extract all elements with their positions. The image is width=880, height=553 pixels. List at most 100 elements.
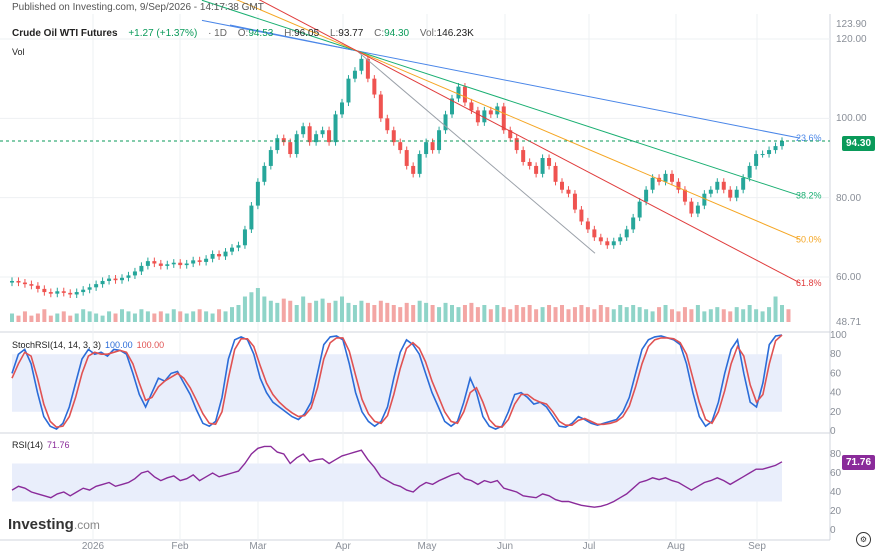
rsi-tick-label: 40 (830, 487, 842, 498)
change-value: +1.27 (+1.37%) (128, 28, 198, 39)
candle-body (540, 158, 545, 174)
volume-bar (42, 309, 47, 322)
candle-body (566, 189, 571, 194)
volume-bar (55, 313, 60, 322)
candle-body (74, 292, 79, 295)
low-value: 93.77 (338, 28, 364, 39)
time-tick-label: 2026 (82, 541, 105, 552)
vol-value: 146.23K (436, 28, 474, 39)
volume-bar (670, 309, 674, 322)
candle-body (514, 138, 519, 151)
candle-body (365, 58, 370, 79)
low-label: L: (329, 28, 339, 39)
volume-bar (217, 309, 222, 322)
volume-bar (378, 300, 383, 322)
candle-body (734, 189, 739, 198)
volume-bar (281, 298, 286, 322)
stoch-pane-label: StochRSI(14, 14, 3, 3) 100.00 100.00 (12, 340, 164, 350)
fib-fan-line (356, 50, 801, 197)
candle-body (424, 142, 429, 155)
volume-bar (230, 307, 234, 322)
candle-body (592, 229, 597, 238)
candle-body (262, 165, 267, 182)
candle-body (501, 106, 506, 131)
volume-bar (178, 311, 183, 322)
rsi-tag: 71.76 (842, 455, 876, 470)
candle-body (307, 126, 312, 143)
volume-bar (242, 296, 247, 322)
investing-logo: Investing.com (8, 516, 100, 533)
volume-bar (443, 302, 448, 322)
volume-bar (398, 307, 403, 322)
volume-bar (132, 313, 137, 322)
candle-body (55, 291, 60, 294)
candle-body (430, 142, 435, 151)
volume-bar (760, 311, 765, 322)
rsi-tick-label: 20 (830, 506, 842, 517)
stoch-tick-label: 0 (830, 426, 836, 437)
fib-fan-label: 23.6% (796, 133, 822, 143)
candle-body (352, 70, 357, 79)
stoch-tick-label: 40 (830, 388, 842, 399)
volume-bar (152, 313, 157, 322)
volume-bar (682, 307, 687, 322)
time-tick-label: May (418, 541, 437, 552)
candle-body (120, 277, 124, 281)
rsi-band (12, 463, 782, 502)
volume-bar (74, 313, 79, 322)
fib-fan-backline (258, 0, 358, 52)
volume-bar (359, 300, 364, 322)
volume-bar (747, 305, 752, 322)
candle-body (217, 253, 222, 257)
settings-icon[interactable]: ⚙ (856, 532, 871, 547)
volume-bar (372, 305, 377, 322)
volume-bar (184, 313, 189, 322)
candle-body (670, 173, 674, 182)
volume-bar (10, 313, 14, 322)
price-tick-label: 100.00 (836, 113, 867, 124)
candle-body (579, 209, 584, 222)
candle-body (469, 102, 474, 111)
volume-bar (139, 309, 144, 322)
candle-body (152, 261, 157, 264)
volume-bar (786, 309, 791, 322)
rsi-tick-label: 60 (830, 468, 842, 479)
time-tick-label: Mar (249, 541, 267, 552)
volume-bar (333, 300, 338, 322)
fib-fan-line (356, 50, 801, 139)
volume-bar (514, 305, 519, 322)
volume-bar (527, 305, 532, 322)
candle-body (637, 201, 642, 218)
volume-bar (450, 305, 454, 322)
volume-bar (585, 307, 590, 322)
candle-body (611, 241, 616, 246)
candle-body (708, 189, 713, 194)
candle-body (333, 114, 338, 143)
volume-bar (482, 305, 487, 322)
fib-fan-label: 38.2% (796, 191, 822, 201)
volume-bar (767, 307, 772, 322)
volume-bar (728, 311, 733, 322)
price-tick-label: 48.71 (836, 317, 861, 328)
fib-fan-backline (236, 0, 358, 52)
stoch-d-value: 100.00 (136, 340, 165, 350)
candle-body (288, 142, 293, 155)
volume-bar (158, 311, 163, 322)
volume-bar (475, 307, 480, 322)
candle-body (462, 86, 467, 103)
volume-bar (560, 305, 564, 322)
volume-bar (553, 307, 558, 322)
price-tick-label: 120.00 (836, 34, 867, 45)
candle-body (385, 118, 390, 131)
stoch-tick-label: 100 (830, 330, 847, 341)
volume-bar (676, 311, 681, 322)
volume-bar (61, 311, 66, 322)
candle-body (236, 245, 241, 248)
volume-bar (695, 305, 700, 322)
volume-bar (404, 302, 409, 322)
volume-bar (204, 311, 209, 322)
volume-bar (340, 296, 344, 322)
volume-bar (68, 315, 73, 322)
